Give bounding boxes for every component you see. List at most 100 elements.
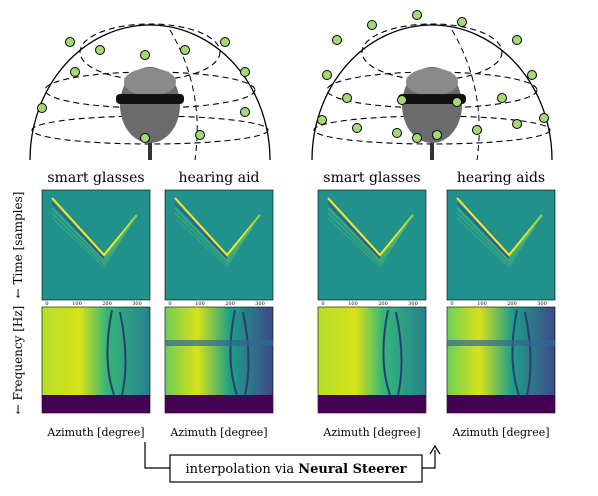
x-tick-label: 100 — [195, 301, 205, 307]
microphone — [317, 115, 327, 125]
dome — [311, 10, 553, 161]
microphone — [367, 20, 377, 30]
connector — [144, 442, 436, 469]
microphone — [180, 45, 190, 55]
low-band — [318, 395, 426, 413]
x-tick-label: 0 — [45, 301, 48, 307]
arrow-head — [429, 444, 441, 455]
interpolation-text: interpolation via Neural Steerer — [185, 462, 406, 477]
x-tick-label: 300 — [537, 301, 547, 307]
x-tick-label: 0 — [321, 301, 324, 307]
low-band — [447, 395, 555, 413]
microphone — [497, 93, 507, 103]
time-panel — [317, 189, 427, 301]
dashed-meridian — [169, 29, 198, 161]
wavefront — [327, 197, 414, 257]
dark-ridge — [382, 309, 403, 396]
glasses — [398, 94, 466, 104]
x-tick-label: 0 — [168, 301, 171, 307]
low-band — [165, 395, 273, 413]
microphone — [65, 37, 75, 47]
interpolation-prefix: interpolation via — [185, 462, 294, 477]
x-tick-label: 200 — [225, 301, 235, 307]
x-tick-label: 300 — [408, 301, 418, 307]
microphone — [397, 95, 407, 105]
x-tick-label: 100 — [348, 301, 358, 307]
microphone — [539, 113, 549, 123]
y-label: ← Frequency [Hz] — [11, 306, 25, 415]
microphone — [472, 125, 482, 135]
wavefront-dark — [51, 202, 105, 259]
head-stand — [430, 138, 434, 160]
x-label: Azimuth [degree] — [46, 426, 144, 439]
panel-title: smart glasses — [47, 170, 144, 186]
wavefront-dark — [327, 202, 381, 259]
microphone — [392, 128, 402, 138]
microphone — [412, 10, 422, 20]
wavefront — [174, 197, 261, 257]
microphone — [240, 107, 250, 117]
wavefront — [51, 212, 138, 265]
wavefront — [327, 207, 414, 262]
wavefront — [51, 207, 138, 262]
microphone — [140, 50, 150, 60]
time-panel — [41, 189, 151, 301]
x-tick-label: 300 — [132, 301, 142, 307]
wavefront — [456, 197, 543, 257]
x-tick-label: 200 — [507, 301, 517, 307]
dashed-ring — [326, 71, 538, 109]
wavefront-dark — [456, 202, 510, 259]
x-label: Azimuth [degree] — [451, 426, 549, 439]
x-tick-label: 100 — [72, 301, 82, 307]
x-tick-label: 200 — [102, 301, 112, 307]
head-top — [406, 68, 458, 96]
wavefront — [456, 212, 543, 265]
microphone — [457, 17, 467, 27]
time-panel — [446, 189, 556, 301]
microphone — [342, 93, 352, 103]
wavefront — [327, 214, 414, 268]
x-tick-label: 200 — [378, 301, 388, 307]
frequency-panel — [41, 306, 151, 414]
x-tick-label: 0 — [450, 301, 453, 307]
dashed-meridian — [451, 29, 480, 161]
microphone — [195, 130, 205, 140]
x-label: Azimuth [degree] — [322, 426, 420, 439]
panel-title: hearing aids — [457, 170, 545, 186]
dark-ridge — [106, 309, 127, 396]
microphone — [332, 35, 342, 45]
dome-outline — [311, 24, 553, 161]
dark-band — [165, 340, 273, 346]
wavefront — [456, 214, 543, 268]
wavefront — [456, 207, 543, 262]
low-band — [42, 395, 150, 413]
wavefront — [51, 197, 138, 257]
microphone — [240, 67, 250, 77]
microphone — [37, 103, 47, 113]
microphone — [452, 97, 462, 107]
microphone — [95, 45, 105, 55]
microphone — [512, 35, 522, 45]
glasses — [116, 94, 184, 104]
dashed-ring — [44, 71, 256, 109]
panels — [41, 189, 556, 414]
time-panel — [164, 189, 274, 301]
dark-ridge — [511, 309, 532, 396]
microphone — [432, 130, 442, 140]
interpolation-emph: Neural Steerer — [298, 462, 406, 477]
dark-band — [447, 340, 555, 346]
head-stand — [148, 138, 152, 160]
wavefront — [327, 212, 414, 265]
microphone — [412, 133, 422, 143]
y-label: ← Time [samples] — [11, 192, 25, 299]
head-top — [124, 68, 176, 96]
microphone-domes — [29, 10, 553, 161]
wavefront — [51, 214, 138, 268]
interpolation-box — [169, 454, 423, 483]
microphone — [527, 70, 537, 80]
wavefront — [174, 212, 261, 265]
frequency-panel — [164, 306, 274, 414]
dome-outline — [29, 24, 271, 161]
frequency-panel — [317, 306, 427, 414]
